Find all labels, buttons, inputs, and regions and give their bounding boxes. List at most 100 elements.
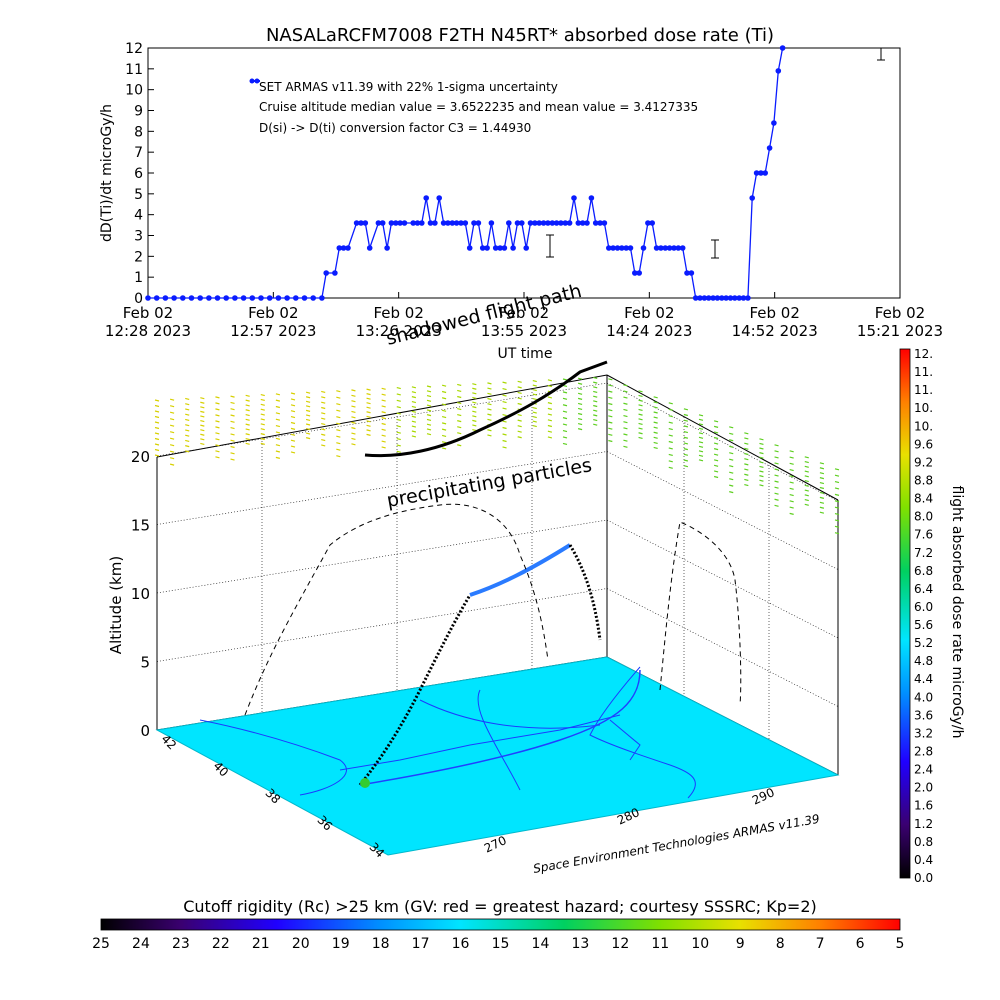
particle-mark <box>698 432 704 435</box>
particle-mark <box>804 498 809 502</box>
particle-mark <box>396 450 401 453</box>
particle-mark <box>472 406 477 409</box>
particle-mark <box>457 389 462 393</box>
particle-mark <box>577 382 583 385</box>
particle-mark <box>169 405 175 408</box>
particle-mark <box>441 416 447 419</box>
particle-mark <box>487 387 492 390</box>
particle-mark <box>683 448 689 451</box>
particle-mark <box>532 416 537 419</box>
particle-mark <box>305 400 311 403</box>
particle-mark <box>744 484 749 487</box>
particle-mark <box>683 459 689 462</box>
data-point <box>640 245 647 251</box>
data-point <box>758 170 764 176</box>
particle-mark <box>275 444 281 447</box>
particle-mark <box>759 452 764 455</box>
particle-mark <box>290 416 296 419</box>
particle-mark <box>275 399 281 402</box>
particle-mark <box>804 470 809 473</box>
data-point <box>701 295 708 301</box>
particle-mark <box>260 398 265 402</box>
data-point <box>436 195 443 201</box>
data-point <box>266 295 273 301</box>
particle-mark <box>789 506 794 509</box>
particle-mark <box>608 396 613 399</box>
particle-mark <box>608 384 613 387</box>
particle-mark <box>185 408 190 411</box>
particle-mark <box>321 428 326 431</box>
particle-mark <box>653 416 658 419</box>
particle-mark <box>154 415 160 419</box>
bottom-colorbar-tick-label: 12 <box>611 936 629 952</box>
particle-mark <box>260 433 265 436</box>
particle-mark <box>200 438 205 441</box>
y-tick-label: 1 <box>134 270 143 286</box>
altitude-grid <box>156 382 839 707</box>
particle-mark <box>290 392 296 395</box>
data-point <box>510 245 516 251</box>
right-colorbar-tick-label: 4.8 <box>914 654 933 668</box>
particle-mark <box>290 404 296 407</box>
particle-mark <box>834 474 840 477</box>
particle-mark <box>759 447 764 450</box>
particle-mark <box>245 423 250 426</box>
data-point <box>514 220 521 226</box>
data-point <box>619 245 625 251</box>
data-point <box>240 295 247 301</box>
particle-mark <box>502 381 507 384</box>
data-point <box>592 220 599 226</box>
particle-mark <box>185 397 190 401</box>
particle-mark <box>487 408 492 411</box>
particle-mark <box>366 406 371 409</box>
data-point <box>501 245 508 251</box>
particle-mark <box>547 402 553 405</box>
particle-mark <box>305 432 311 435</box>
particle-mark <box>381 422 386 426</box>
particle-mark <box>230 395 235 398</box>
particle-mark <box>169 418 175 421</box>
particle-mark <box>200 442 205 445</box>
particle-mark <box>215 456 220 459</box>
particle-mark <box>336 429 341 432</box>
particle-mark <box>577 412 583 416</box>
particle-mark <box>366 397 371 400</box>
particle-mark <box>169 398 175 401</box>
particle-mark <box>245 442 250 445</box>
particle-mark <box>200 419 205 423</box>
right-colorbar-tick-label: 4.0 <box>914 690 933 704</box>
z-tick-label: 20 <box>131 448 150 466</box>
data-point <box>375 220 382 226</box>
right-colorbar-tick-label: 7.2 <box>914 546 933 560</box>
y-tick-label: 6 <box>134 166 143 182</box>
particle-mark <box>426 404 432 407</box>
data-point <box>523 245 529 251</box>
vertical-grid <box>261 389 770 740</box>
right-colorbar-tick-label: 10. <box>914 401 933 415</box>
right-colorbar-tick-label: 10. <box>914 419 933 433</box>
particle-mark <box>200 406 205 409</box>
particle-mark <box>351 437 356 440</box>
particle-mark <box>562 391 568 394</box>
particle-mark <box>713 459 719 462</box>
particle-mark <box>774 456 779 459</box>
particle-mark <box>532 411 537 414</box>
particle-mark <box>502 439 507 443</box>
particle-mark <box>381 405 386 408</box>
particle-mark <box>683 442 689 445</box>
particle-mark <box>230 427 235 430</box>
data-point <box>427 220 434 226</box>
data-point <box>301 295 308 301</box>
legend-line-1: SET ARMAS v11.39 with 22% 1-sigma uncert… <box>259 80 558 94</box>
data-point <box>323 270 330 276</box>
data-point <box>180 295 186 301</box>
particle-mark <box>215 426 220 429</box>
particle-mark <box>638 394 643 398</box>
particle-mark <box>577 402 583 406</box>
particle-mark <box>562 423 568 426</box>
particle-mark <box>759 442 764 445</box>
particle-mark <box>457 414 462 417</box>
particle-mark <box>366 411 371 414</box>
shadowed-flight-path <box>364 360 608 458</box>
right-colorbar-tick-label: 0.4 <box>914 853 933 867</box>
